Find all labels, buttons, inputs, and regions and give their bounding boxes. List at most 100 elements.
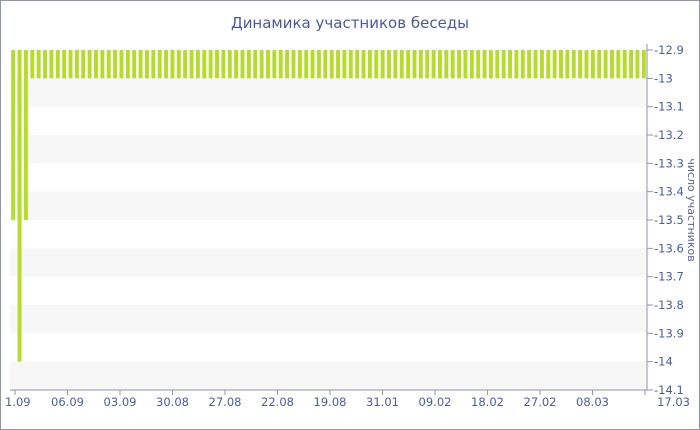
- bar-82: [527, 50, 532, 79]
- bar-90: [578, 50, 583, 79]
- y-tick-label: -13.7: [654, 270, 684, 284]
- chart-bands: [10, 78, 647, 390]
- bar-79: [508, 50, 513, 79]
- bar-7: [49, 50, 54, 79]
- y-tick-label: -13.5: [654, 213, 684, 227]
- y-tick-label: -14.1: [654, 383, 684, 397]
- bar-77: [495, 50, 500, 79]
- bar-58: [374, 50, 379, 79]
- bar-57: [367, 50, 372, 79]
- y-tick-label: -13.1: [654, 100, 684, 114]
- bar-98: [629, 50, 634, 79]
- x-tick-label: 19.08: [314, 395, 347, 409]
- grid-band: [10, 248, 647, 277]
- y-tick-label: -13.2: [654, 128, 684, 142]
- bar-17: [113, 50, 118, 79]
- bar-6: [43, 50, 48, 79]
- bar-35: [227, 50, 232, 79]
- y-axis-title: число участников: [685, 158, 698, 261]
- bar-89: [571, 50, 576, 79]
- bar-65: [418, 50, 423, 79]
- y-tick-label: -13.9: [654, 326, 684, 340]
- bar-100: [641, 50, 646, 79]
- y-tick-label: -13.8: [654, 298, 684, 312]
- bar-36: [234, 50, 239, 79]
- chart-axes: [10, 44, 648, 391]
- bar-25: [164, 50, 169, 79]
- bar-33: [215, 50, 219, 79]
- bar-32: [208, 50, 213, 79]
- y-tick-label: -13.3: [654, 156, 684, 170]
- y-tick-label: -13.4: [654, 185, 684, 199]
- bar-81: [520, 50, 525, 79]
- bar-60: [387, 50, 391, 79]
- bar-55: [355, 50, 360, 79]
- bar-86: [552, 50, 557, 79]
- bar-15: [100, 50, 105, 79]
- bar-40: [259, 50, 264, 79]
- x-tick-label: 22.08: [261, 395, 294, 409]
- bar-67: [431, 50, 436, 79]
- bar-12: [81, 50, 86, 79]
- bar-10: [68, 50, 73, 79]
- bar-45: [291, 50, 296, 79]
- bar-26: [170, 50, 175, 79]
- bar-21: [138, 50, 143, 79]
- x-tick-label: 30.08: [156, 395, 189, 409]
- bar-11: [74, 50, 79, 79]
- bar-50: [323, 50, 328, 79]
- y-tick-label: -14: [654, 355, 673, 369]
- bar-13: [87, 50, 92, 79]
- y-tick-label: -13.6: [654, 241, 684, 255]
- bar-83: [533, 50, 538, 79]
- bar-95: [609, 50, 614, 79]
- bar-1: [11, 50, 16, 220]
- bar-39: [253, 50, 258, 79]
- bar-96: [616, 50, 621, 79]
- bar-43: [278, 50, 283, 79]
- bar-2: [17, 50, 22, 362]
- bar-22: [144, 50, 149, 79]
- bar-24: [157, 50, 162, 79]
- bar-5: [36, 50, 41, 79]
- bar-34: [221, 50, 226, 79]
- bar-14: [94, 50, 98, 79]
- bar-59: [380, 50, 385, 79]
- bar-52: [336, 50, 341, 79]
- bar-48: [310, 50, 315, 79]
- bar-4: [30, 50, 35, 79]
- x-axis-ticks: 1.09 06.09 03.09 30.08 27.08 22.08 19.08 31.01 0…: [5, 390, 690, 409]
- x-tick-label: 31.01: [366, 395, 399, 409]
- bar-76: [488, 50, 493, 79]
- bar-72: [463, 50, 468, 79]
- bar-38: [246, 50, 251, 79]
- bar-49: [316, 50, 321, 79]
- grid-band: [10, 305, 647, 334]
- bar-78: [501, 50, 506, 79]
- bar-92: [590, 50, 595, 79]
- bar-41: [266, 50, 270, 79]
- x-tick-label: 18.02: [471, 395, 504, 409]
- bar-47: [304, 50, 309, 79]
- bar-56: [361, 50, 366, 79]
- bar-62: [399, 50, 404, 79]
- x-tick-label: 27.08: [209, 395, 242, 409]
- y-tick-label: -12.9: [654, 43, 684, 57]
- bar-42: [272, 50, 277, 79]
- bar-75: [482, 50, 487, 79]
- bar-30: [195, 50, 200, 79]
- bar-46: [297, 50, 302, 79]
- x-tick-label: 06.09: [51, 395, 84, 409]
- y-axis-ticks: -12.9 -13 -13.1 -13.2 -13.3 -13.4 -13.5 -13.6 -1…: [647, 43, 684, 397]
- bar-37: [240, 50, 245, 79]
- bar-88: [565, 50, 570, 79]
- bar-99: [635, 50, 640, 79]
- bar-91: [584, 50, 589, 79]
- bar-44: [285, 50, 290, 79]
- bar-23: [151, 50, 156, 79]
- x-tick-label: 08.03: [576, 395, 609, 409]
- bar-3: [23, 50, 28, 220]
- bar-18: [119, 50, 124, 79]
- bar-29: [189, 50, 194, 79]
- grid-band: [10, 78, 647, 107]
